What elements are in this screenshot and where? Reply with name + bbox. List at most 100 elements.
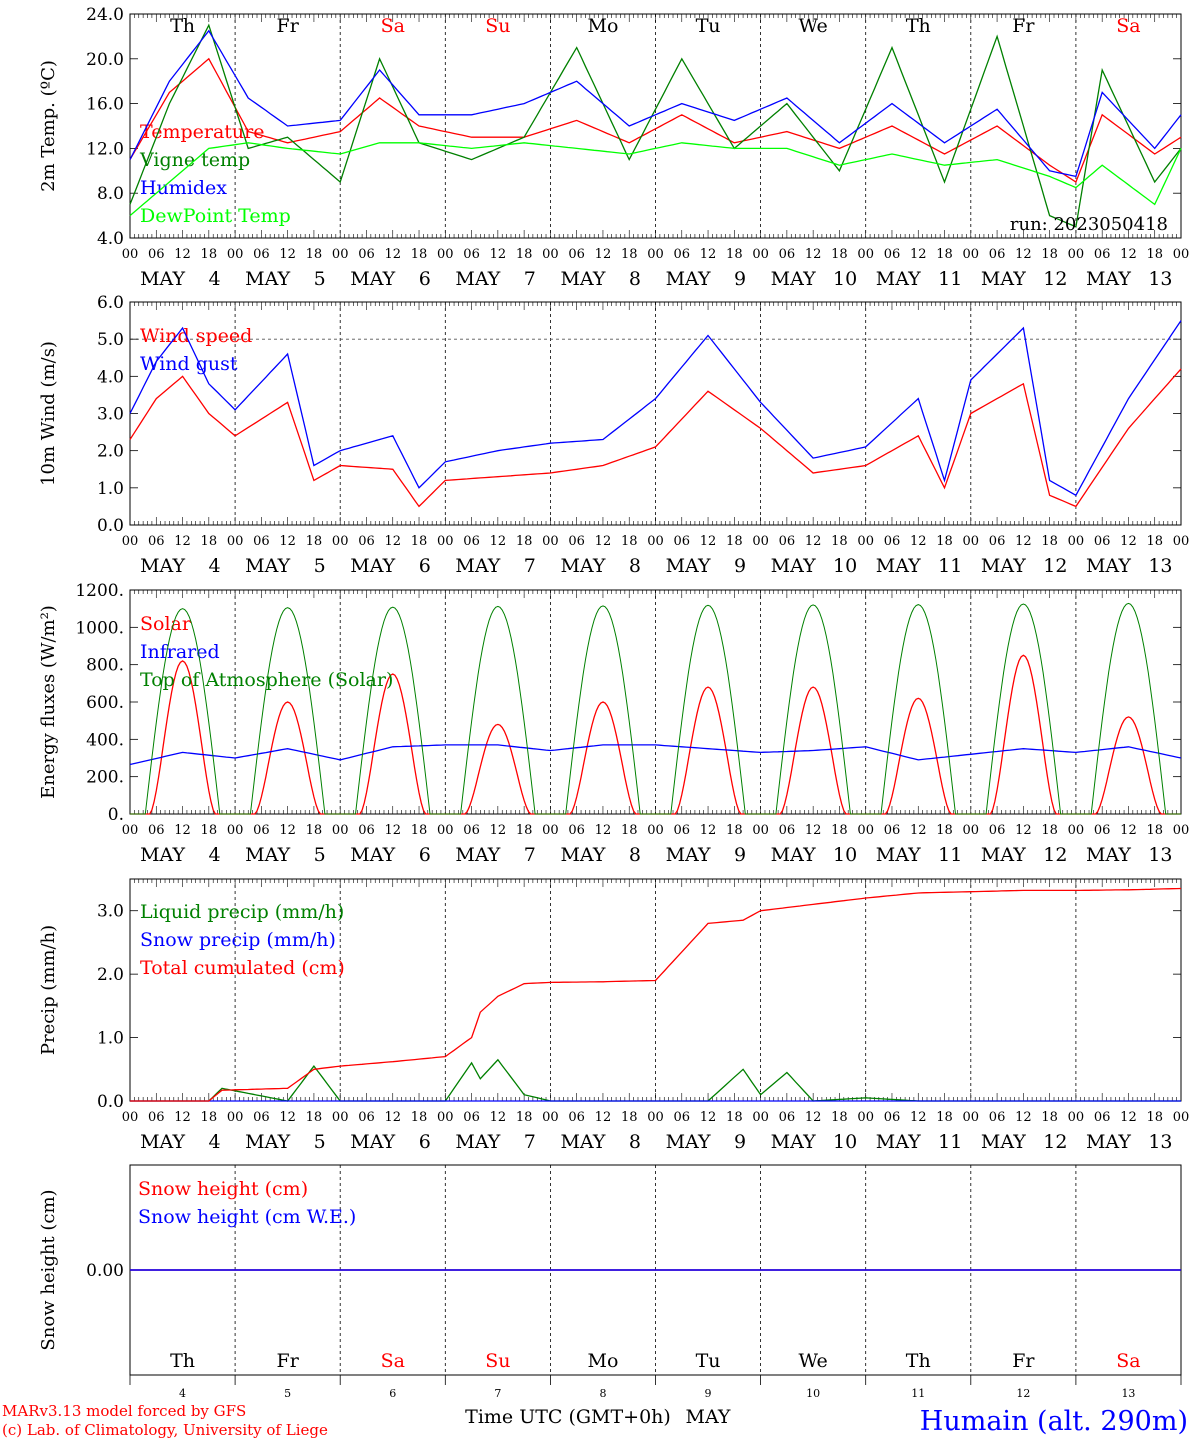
date-label: 8 bbox=[629, 268, 641, 290]
hour-tick-label: 12 bbox=[910, 1110, 927, 1125]
month-label: MAY bbox=[771, 1131, 816, 1153]
series-line bbox=[129, 23, 1182, 228]
weekday-label: Tu bbox=[696, 15, 721, 37]
weekday-label: Th bbox=[906, 1350, 931, 1372]
month-label: MAY bbox=[1086, 555, 1131, 577]
hour-tick-label: 06 bbox=[253, 534, 270, 549]
y-tick-label: 0.00 bbox=[86, 1261, 124, 1281]
hour-tick-label: 12 bbox=[910, 534, 927, 549]
date-label-small: 7 bbox=[494, 1387, 501, 1400]
legend-entry: Infrared bbox=[140, 641, 220, 663]
hour-tick-label: 12 bbox=[910, 247, 927, 262]
hour-tick-label: 12 bbox=[1015, 1110, 1032, 1125]
y-axis-label: 10m Wind (m/s) bbox=[38, 341, 59, 486]
legend-entry: Temperature bbox=[140, 121, 264, 143]
date-label: 12 bbox=[1043, 555, 1067, 577]
weekday-label: Fr bbox=[277, 1350, 300, 1372]
date-label: 9 bbox=[734, 1131, 746, 1153]
hour-tick-label: 18 bbox=[1146, 823, 1163, 838]
series-line-solar bbox=[550, 701, 656, 815]
series-line-toa bbox=[445, 605, 551, 815]
hour-tick-label: 18 bbox=[831, 1110, 848, 1125]
y-tick-label: 200. bbox=[86, 768, 124, 788]
hour-tick-label: 18 bbox=[411, 247, 428, 262]
hour-tick-label: 18 bbox=[936, 534, 953, 549]
hour-tick-label: 12 bbox=[1120, 1110, 1137, 1125]
weekday-label: Fr bbox=[1012, 1350, 1035, 1372]
y-tick-label: 4.0 bbox=[97, 229, 124, 249]
hour-tick-label: 12 bbox=[595, 823, 612, 838]
hour-tick-label: 18 bbox=[201, 823, 218, 838]
series-line-solar bbox=[865, 697, 971, 815]
hour-tick-label: 12 bbox=[1120, 247, 1137, 262]
hour-tick-label: 00 bbox=[122, 247, 139, 262]
y-tick-label: 2.0 bbox=[97, 965, 124, 985]
hour-tick-label: 18 bbox=[516, 823, 533, 838]
hour-tick-label: 00 bbox=[752, 1110, 769, 1125]
hour-tick-label: 00 bbox=[647, 247, 664, 262]
month-label: MAY bbox=[876, 268, 921, 290]
hour-tick-label: 18 bbox=[726, 534, 743, 549]
series-line bbox=[129, 142, 1182, 217]
series-line-toa bbox=[970, 603, 1076, 815]
date-label: 12 bbox=[1043, 268, 1067, 290]
hour-tick-label: 12 bbox=[490, 1110, 507, 1125]
hour-tick-label: 00 bbox=[647, 534, 664, 549]
hour-tick-label: 06 bbox=[463, 1110, 480, 1125]
hour-tick-label: 18 bbox=[1041, 247, 1058, 262]
weekday-label: Th bbox=[170, 15, 195, 37]
hour-tick-label: 00 bbox=[227, 1110, 244, 1125]
month-label: MAY bbox=[350, 268, 395, 290]
hour-tick-label: 00 bbox=[647, 823, 664, 838]
date-label: 4 bbox=[209, 268, 221, 290]
month-label: MAY bbox=[876, 1131, 921, 1153]
month-label: MAY bbox=[140, 268, 185, 290]
credit-line-2: (c) Lab. of Climatology, University of L… bbox=[2, 1421, 328, 1439]
hour-tick-label: 00 bbox=[1173, 247, 1190, 262]
hour-tick-label: 18 bbox=[516, 247, 533, 262]
hour-tick-label: 18 bbox=[1041, 534, 1058, 549]
month-label: MAY bbox=[350, 844, 395, 866]
date-label: 10 bbox=[833, 844, 857, 866]
month-label: MAY bbox=[245, 268, 290, 290]
month-label: MAY bbox=[140, 1131, 185, 1153]
y-tick-label: 0.0 bbox=[97, 516, 124, 536]
series-line-toa bbox=[760, 604, 866, 815]
hour-tick-label: 06 bbox=[148, 1110, 165, 1125]
hour-tick-label: 06 bbox=[1094, 823, 1111, 838]
date-label: 7 bbox=[524, 844, 536, 866]
hour-tick-label: 12 bbox=[384, 247, 401, 262]
hour-tick-label: 18 bbox=[621, 247, 638, 262]
date-label-small: 4 bbox=[179, 1387, 186, 1400]
hour-tick-label: 12 bbox=[805, 534, 822, 549]
month-label: MAY bbox=[245, 844, 290, 866]
month-label: MAY bbox=[1086, 1131, 1131, 1153]
hour-tick-label: 06 bbox=[779, 247, 796, 262]
date-label-small: 5 bbox=[284, 1387, 291, 1400]
hour-tick-label: 06 bbox=[358, 534, 375, 549]
hour-tick-label: 06 bbox=[674, 247, 691, 262]
series-line-toa bbox=[1075, 602, 1181, 815]
month-label: MAY bbox=[560, 555, 605, 577]
hour-tick-label: 00 bbox=[857, 1110, 874, 1125]
hour-tick-label: 00 bbox=[542, 247, 559, 262]
hour-tick-label: 06 bbox=[884, 247, 901, 262]
series-line bbox=[129, 57, 1182, 183]
date-label: 7 bbox=[524, 555, 536, 577]
hour-tick-label: 12 bbox=[490, 534, 507, 549]
hour-tick-label: 12 bbox=[279, 1110, 296, 1125]
weekday-label: Sa bbox=[1116, 15, 1140, 37]
hour-tick-label: 06 bbox=[884, 534, 901, 549]
hour-tick-label: 18 bbox=[1146, 247, 1163, 262]
hour-tick-label: 06 bbox=[779, 1110, 796, 1125]
hour-tick-label: 00 bbox=[963, 247, 980, 262]
hour-tick-label: 00 bbox=[1173, 534, 1190, 549]
hour-tick-label: 00 bbox=[332, 1110, 349, 1125]
hour-tick-label: 00 bbox=[437, 247, 454, 262]
legend-entry: Top of Atmosphere (Solar) bbox=[140, 669, 393, 691]
y-tick-label: 3.0 bbox=[97, 405, 124, 425]
y-tick-label: 12.0 bbox=[86, 139, 124, 159]
legend-entry: Wind gust bbox=[140, 353, 238, 375]
date-label: 6 bbox=[419, 844, 431, 866]
